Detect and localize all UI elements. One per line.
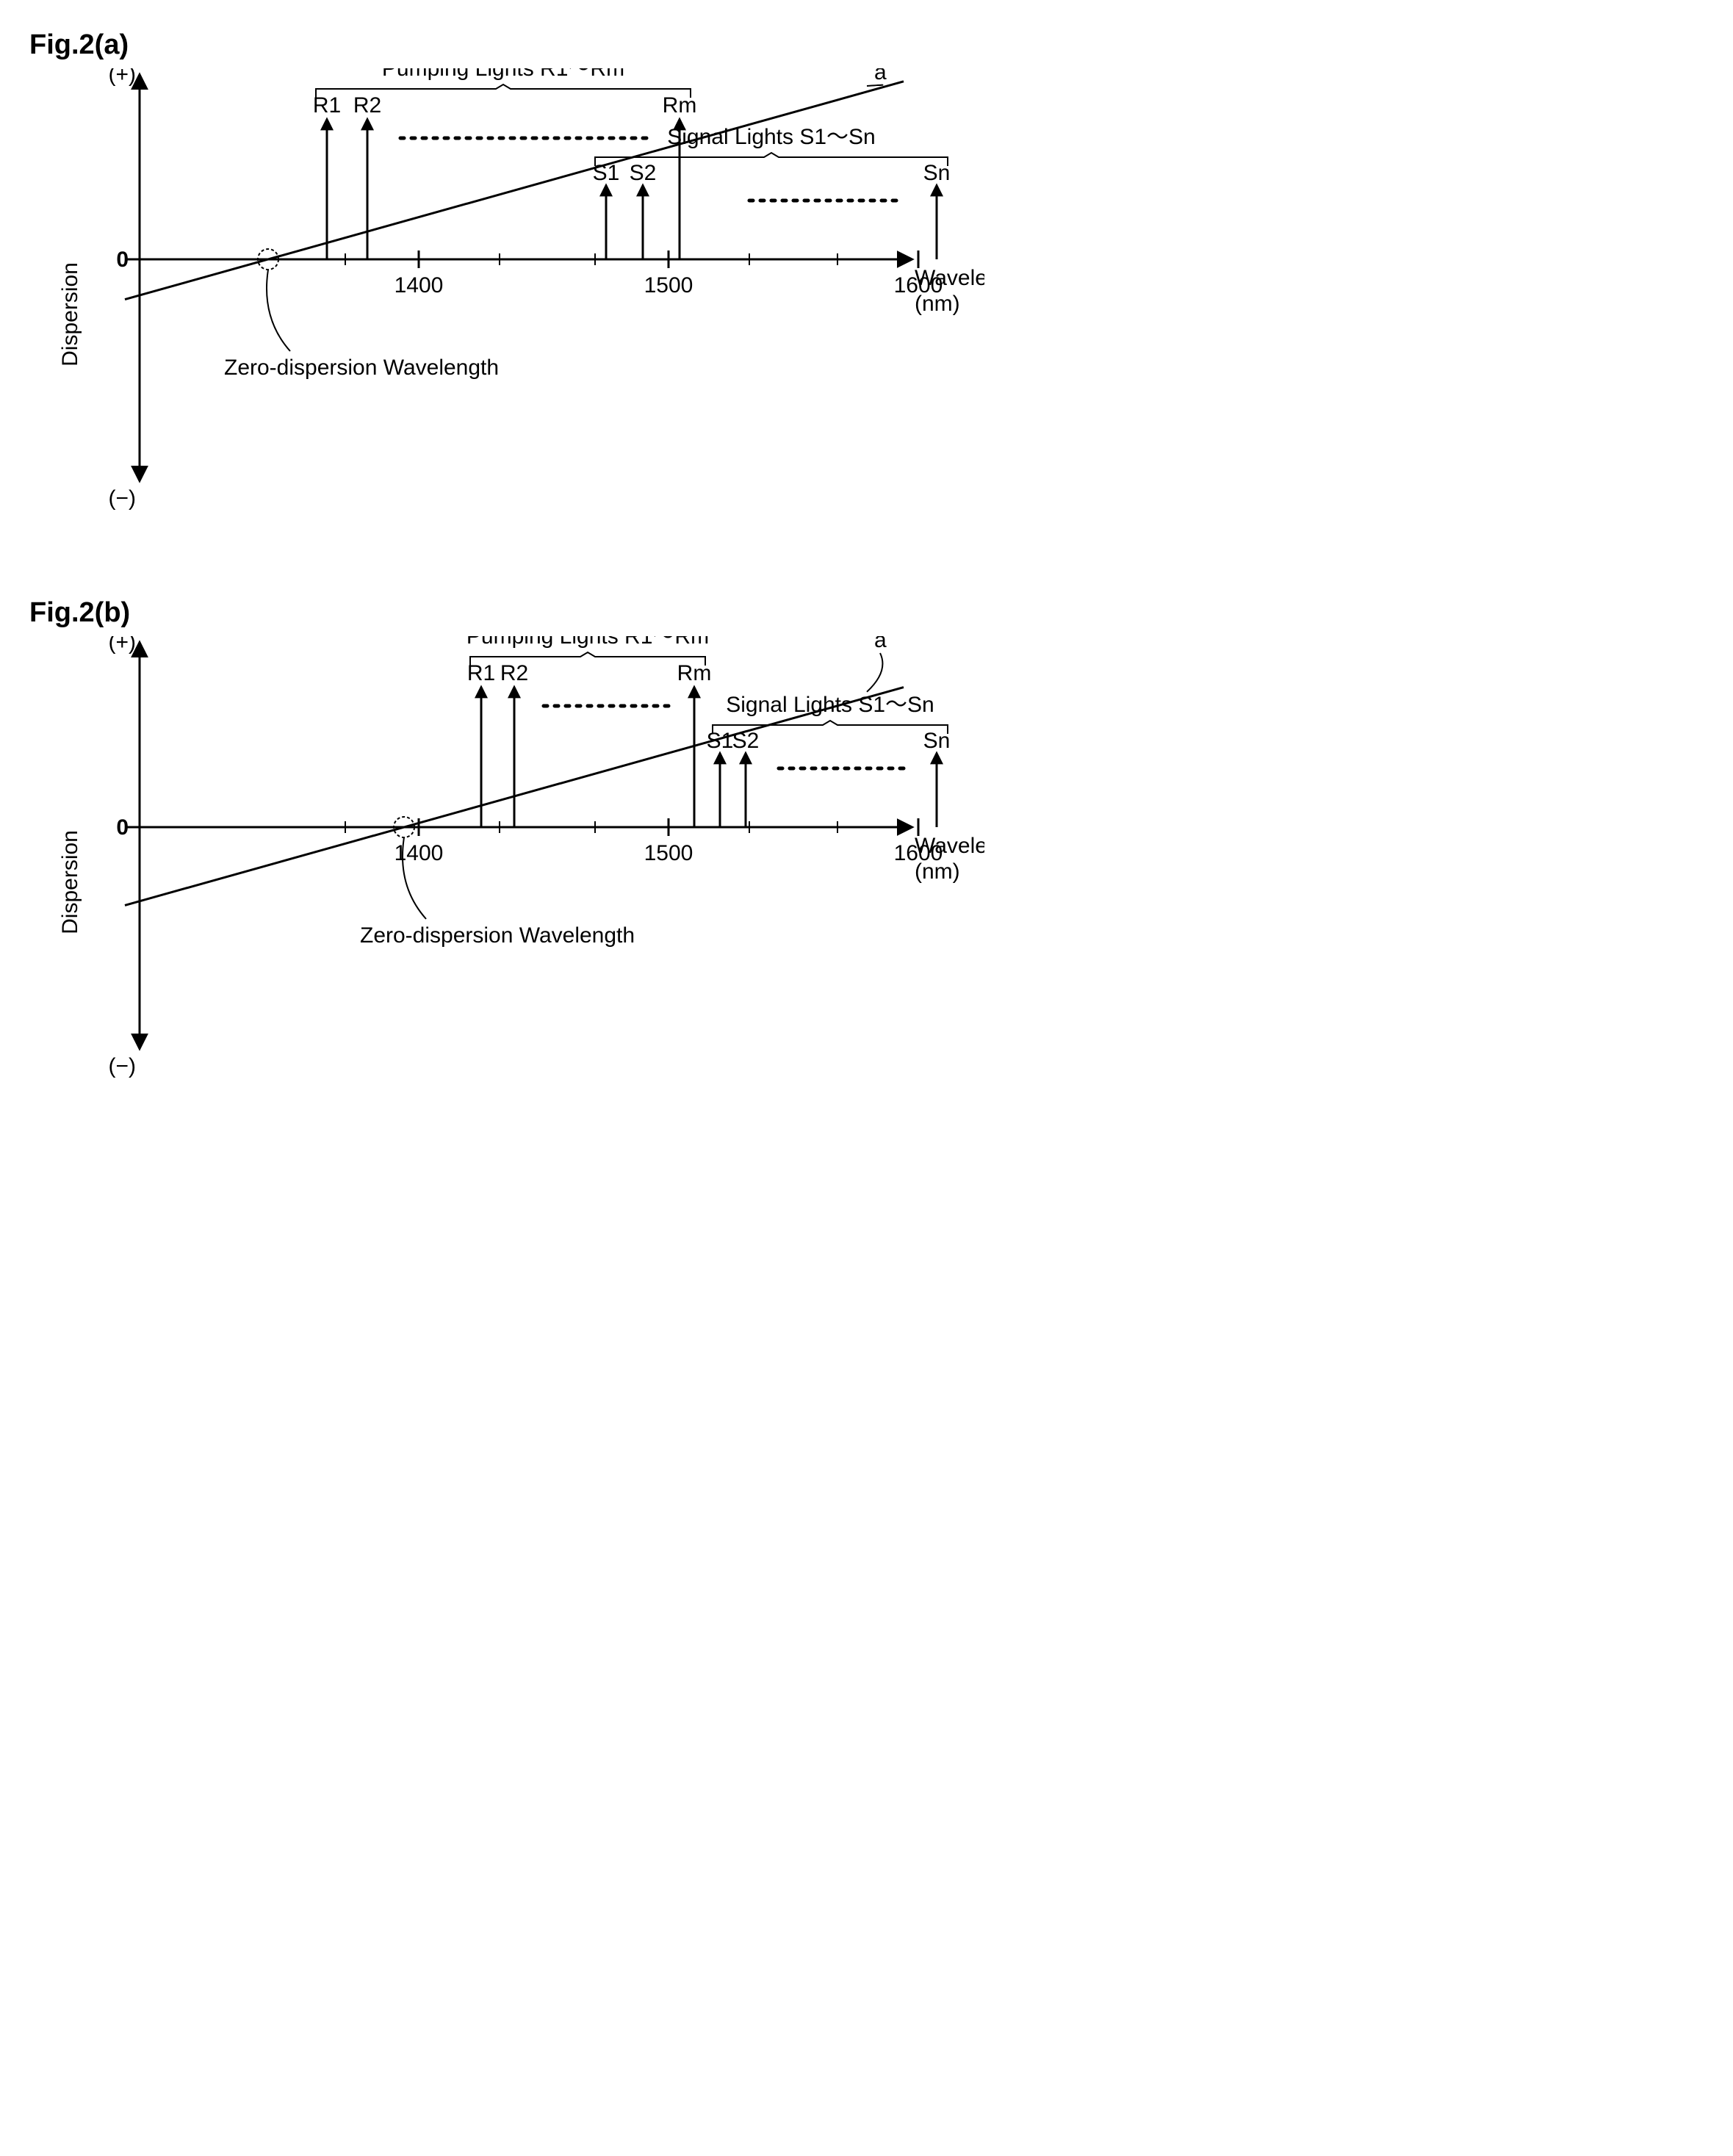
fig-b-label: Fig.2(b)	[29, 597, 1704, 629]
y-minus-label: (−)	[109, 486, 137, 511]
signal-label: Signal Lights S1～Sn	[667, 125, 876, 149]
line-a-leader	[867, 653, 882, 692]
zero-dispersion-leader	[267, 270, 290, 351]
y-zero-label: 0	[116, 248, 129, 272]
y-plus-label: (+)	[109, 636, 137, 655]
pump-label: Rm	[663, 93, 697, 118]
figure-2a: Fig.2(a) (+)(−)0DispersionWavelength(nm)…	[29, 29, 1704, 538]
chart-b: (+)(−)0DispersionWavelength(nm)140015001…	[29, 636, 984, 1106]
x-tick-label: 1500	[644, 273, 693, 298]
zero-dispersion-label: Zero-dispersion Wavelength	[360, 923, 635, 948]
pumping-label: Pumping Lights R1～Rm	[466, 636, 709, 649]
x-tick-label: 1600	[894, 273, 943, 298]
chart-a: (+)(−)0DispersionWavelength(nm)140015001…	[29, 68, 984, 538]
signal-arrow-label: S1	[707, 729, 734, 753]
x-tick-label: 1600	[894, 841, 943, 865]
x-tick-label: 1500	[644, 841, 693, 865]
figure-2b: Fig.2(b) (+)(−)0DispersionWavelength(nm)…	[29, 597, 1704, 1106]
x-tick-label: 1400	[394, 273, 444, 298]
line-a-label: a	[874, 68, 887, 84]
dispersion-line	[125, 82, 904, 300]
pump-label: R2	[353, 93, 381, 118]
signal-arrow-label: Sn	[923, 729, 951, 753]
signal-label: Signal Lights S1～Sn	[726, 693, 934, 717]
zero-dispersion-label: Zero-dispersion Wavelength	[224, 356, 499, 380]
line-a-label: a	[874, 636, 887, 652]
y-minus-label: (−)	[109, 1054, 137, 1078]
signal-arrow-label: S2	[630, 161, 657, 185]
fig-a-label: Fig.2(a)	[29, 29, 1704, 61]
signal-arrow-label: S1	[593, 161, 620, 185]
y-axis-label: Dispersion	[58, 262, 82, 367]
pump-label: R2	[500, 661, 528, 685]
pump-label: R1	[313, 93, 341, 118]
line-a-leader	[867, 85, 882, 86]
y-zero-label: 0	[116, 815, 129, 840]
signal-arrow-label: Sn	[923, 161, 951, 185]
pump-label: R1	[467, 661, 495, 685]
x-tick-label: 1400	[394, 841, 444, 865]
pumping-label: Pumping Lights R1～Rm	[382, 68, 624, 81]
pump-label: Rm	[677, 661, 712, 685]
y-axis-label: Dispersion	[58, 830, 82, 934]
y-plus-label: (+)	[109, 68, 137, 87]
signal-arrow-label: S2	[732, 729, 760, 753]
